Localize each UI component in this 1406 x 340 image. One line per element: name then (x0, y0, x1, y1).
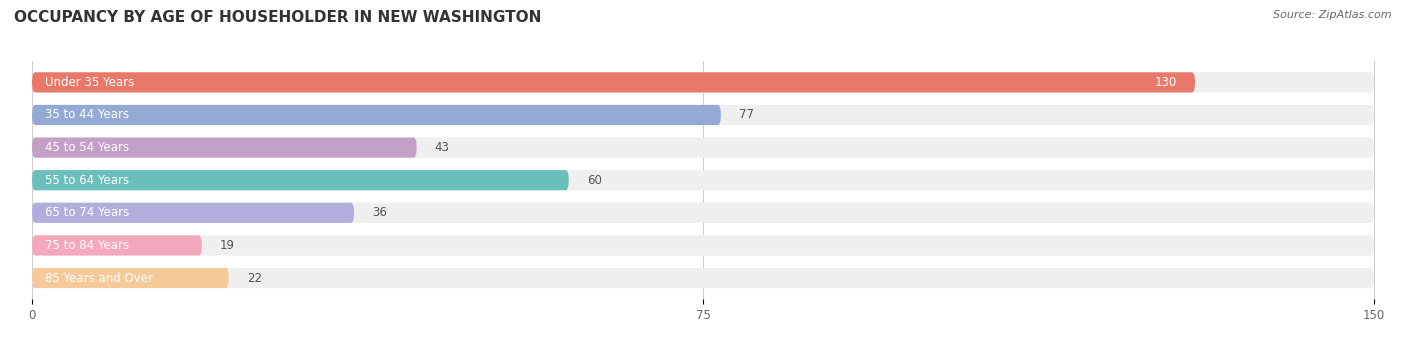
Text: 85 Years and Over: 85 Years and Over (45, 272, 153, 285)
FancyBboxPatch shape (32, 235, 202, 256)
FancyBboxPatch shape (32, 170, 1374, 190)
FancyBboxPatch shape (32, 137, 416, 158)
Text: 65 to 74 Years: 65 to 74 Years (45, 206, 129, 219)
FancyBboxPatch shape (32, 72, 1374, 92)
FancyBboxPatch shape (32, 268, 229, 288)
Text: 77: 77 (738, 108, 754, 121)
Text: 19: 19 (219, 239, 235, 252)
FancyBboxPatch shape (32, 203, 354, 223)
Text: 60: 60 (586, 174, 602, 187)
Text: 130: 130 (1154, 76, 1177, 89)
Text: Under 35 Years: Under 35 Years (45, 76, 135, 89)
Text: 55 to 64 Years: 55 to 64 Years (45, 174, 129, 187)
FancyBboxPatch shape (32, 235, 1374, 256)
Text: 75 to 84 Years: 75 to 84 Years (45, 239, 129, 252)
FancyBboxPatch shape (32, 170, 569, 190)
FancyBboxPatch shape (32, 105, 721, 125)
Text: OCCUPANCY BY AGE OF HOUSEHOLDER IN NEW WASHINGTON: OCCUPANCY BY AGE OF HOUSEHOLDER IN NEW W… (14, 10, 541, 25)
Text: Source: ZipAtlas.com: Source: ZipAtlas.com (1274, 10, 1392, 20)
FancyBboxPatch shape (32, 105, 1374, 125)
Text: 43: 43 (434, 141, 450, 154)
Text: 22: 22 (246, 272, 262, 285)
FancyBboxPatch shape (32, 203, 1374, 223)
FancyBboxPatch shape (32, 268, 1374, 288)
FancyBboxPatch shape (32, 137, 1374, 158)
FancyBboxPatch shape (32, 72, 1195, 92)
Text: 45 to 54 Years: 45 to 54 Years (45, 141, 129, 154)
Text: 36: 36 (373, 206, 387, 219)
Text: 35 to 44 Years: 35 to 44 Years (45, 108, 129, 121)
